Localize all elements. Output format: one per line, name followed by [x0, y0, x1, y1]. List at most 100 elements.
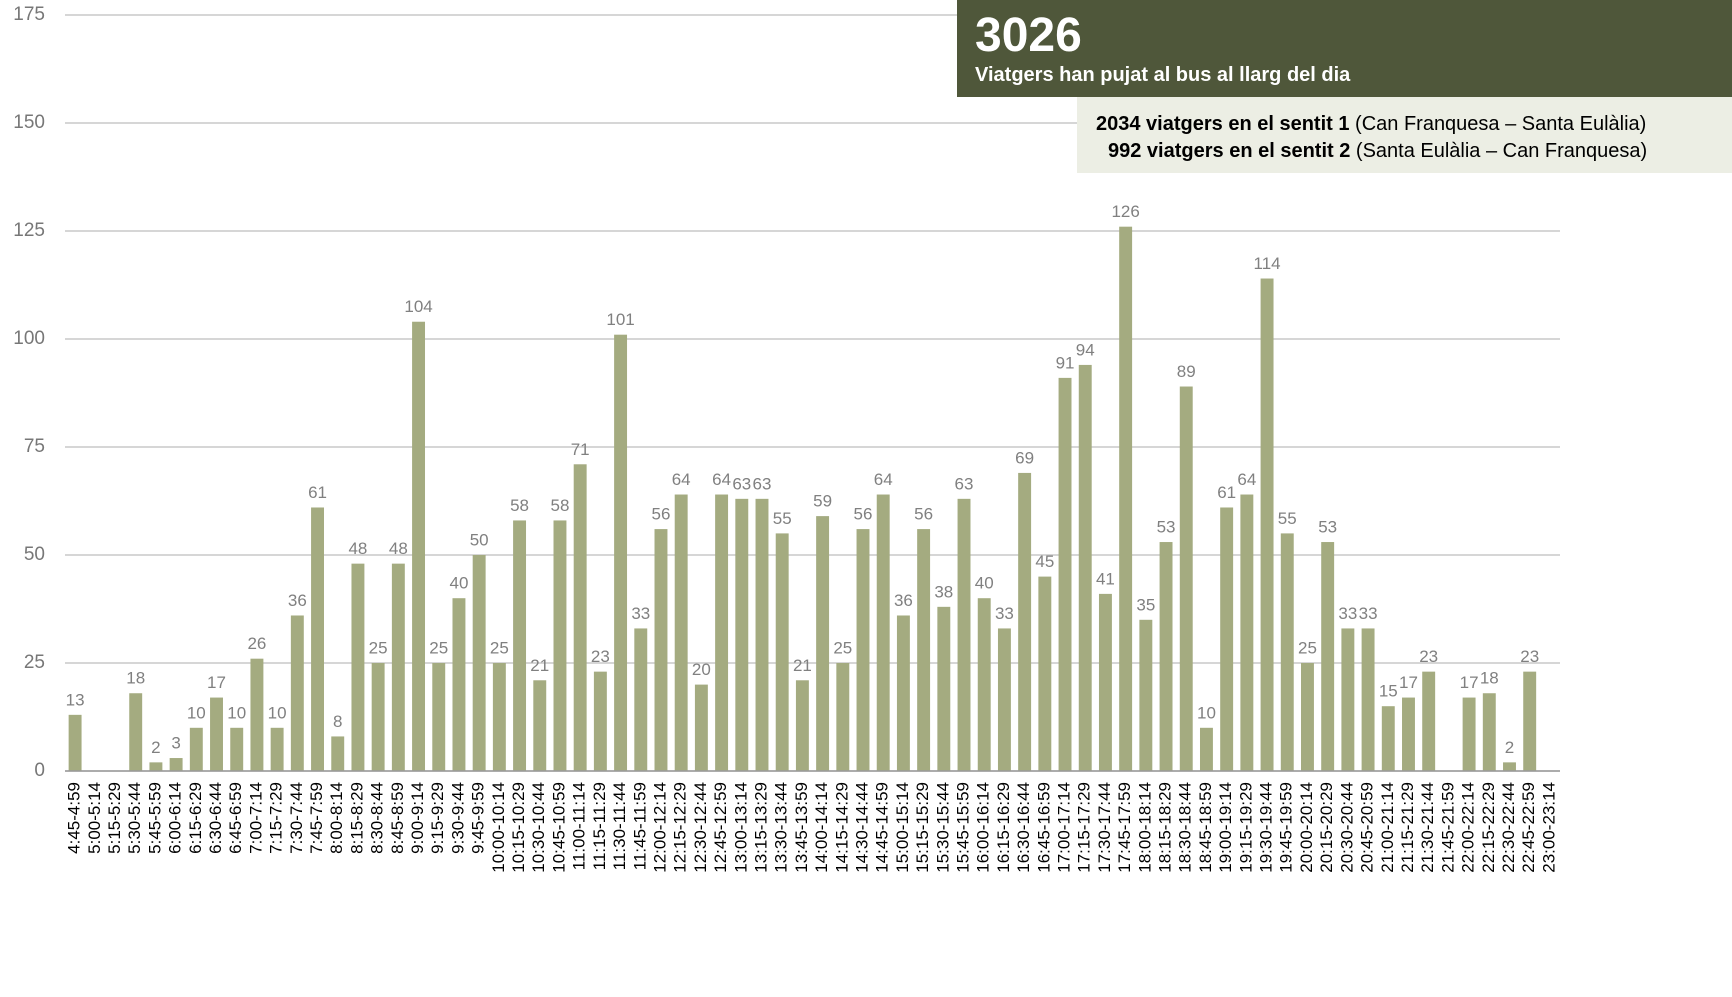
data-label: 23 — [1419, 647, 1438, 666]
x-tick-label: 6:45-6:59 — [226, 782, 245, 854]
x-tick-label: 19:30-19:44 — [1257, 782, 1276, 873]
x-tick-label: 21:00-21:14 — [1378, 782, 1397, 873]
bar — [1321, 542, 1335, 771]
bar — [634, 628, 648, 771]
data-label: 48 — [389, 539, 408, 558]
data-label: 25 — [1298, 638, 1317, 657]
bar — [391, 563, 405, 771]
bar — [1301, 663, 1314, 771]
direction-route: (Can Franquesa – Santa Eulàlia) — [1355, 113, 1647, 135]
bar — [412, 321, 426, 771]
x-tick-label: 9:30-9:44 — [448, 782, 467, 854]
bar — [896, 615, 910, 771]
x-tick-label: 19:45-19:59 — [1277, 782, 1296, 873]
data-label: 36 — [894, 591, 913, 610]
bar — [1361, 628, 1375, 771]
bar — [957, 498, 971, 771]
data-label: 17 — [1460, 673, 1479, 692]
data-label: 8 — [333, 712, 342, 731]
bar — [1240, 494, 1254, 771]
bar — [169, 758, 183, 771]
bar — [715, 494, 729, 771]
data-label: 23 — [1520, 647, 1539, 666]
data-label: 40 — [975, 574, 994, 593]
bar — [1139, 619, 1153, 771]
direction-count: 2034 viatgers en el sentit 1 — [1096, 113, 1350, 135]
x-tick-label: 17:15-17:29 — [1075, 782, 1094, 873]
x-tick-label: 8:30-8:44 — [368, 782, 387, 854]
data-label: 17 — [1399, 673, 1418, 692]
bar — [755, 498, 769, 771]
bar — [1159, 542, 1173, 771]
bar — [977, 598, 991, 771]
x-tick-label: 16:00-16:14 — [974, 782, 993, 873]
data-label: 10 — [187, 703, 206, 722]
direction-line: 992 viatgers en el sentit 2 (Santa Eulàl… — [1108, 140, 1647, 163]
bar — [593, 671, 607, 771]
bar — [856, 529, 870, 771]
data-label: 25 — [490, 638, 509, 657]
data-label: 61 — [308, 483, 327, 502]
bar — [1341, 628, 1355, 771]
data-label: 56 — [652, 505, 671, 524]
data-label: 18 — [126, 669, 145, 688]
data-label: 69 — [1015, 448, 1034, 467]
y-tick-label: 0 — [34, 760, 45, 781]
bar — [694, 684, 708, 771]
data-label: 63 — [753, 474, 772, 493]
data-label: 50 — [470, 530, 489, 549]
x-tick-label: 7:30-7:44 — [287, 782, 306, 854]
x-tick-label: 13:00-13:14 — [731, 782, 750, 873]
x-tick-label: 6:30-6:44 — [206, 782, 225, 854]
data-label: 114 — [1254, 254, 1281, 273]
x-tick-label: 17:30-17:44 — [1095, 782, 1114, 873]
x-tick-label: 15:00-15:14 — [893, 782, 912, 873]
data-label: 33 — [995, 604, 1014, 623]
bar — [311, 507, 324, 771]
x-tick-label: 5:45-5:59 — [145, 782, 164, 854]
direction-line: 2034 viatgers en el sentit 1 (Can Franqu… — [1096, 113, 1646, 136]
bar — [614, 334, 628, 771]
bar — [1220, 507, 1234, 771]
x-tick-label: 10:30-10:44 — [529, 782, 548, 873]
x-tick-label: 22:45-22:59 — [1519, 782, 1538, 873]
bar — [1078, 364, 1092, 771]
data-label: 104 — [404, 297, 432, 316]
data-label: 18 — [1480, 669, 1499, 688]
y-tick-label: 125 — [13, 220, 45, 241]
x-tick-label: 7:15-7:29 — [267, 782, 286, 854]
x-tick-label: 14:15-14:29 — [832, 782, 851, 873]
bar — [1179, 386, 1193, 771]
data-label: 59 — [813, 492, 832, 511]
x-tick-label: 19:00-19:14 — [1216, 782, 1235, 873]
data-label: 89 — [1177, 362, 1196, 381]
x-tick-label: 16:30-16:44 — [1014, 782, 1033, 873]
data-label: 21 — [793, 656, 812, 675]
data-label: 63 — [732, 474, 751, 493]
x-tick-label: 17:00-17:14 — [1055, 782, 1074, 873]
data-label: 2 — [151, 738, 160, 757]
bar — [836, 663, 850, 771]
x-tick-label: 13:30-13:44 — [772, 782, 791, 873]
data-label: 40 — [449, 574, 468, 593]
data-label: 33 — [1338, 604, 1357, 623]
bar — [735, 498, 749, 771]
x-tick-label: 14:30-14:44 — [852, 782, 871, 873]
data-label: 38 — [934, 582, 953, 601]
bar — [1482, 693, 1496, 771]
x-tick-label: 21:15-21:29 — [1398, 782, 1417, 873]
x-tick-label: 20:00-20:14 — [1297, 782, 1316, 873]
y-tick-label: 175 — [13, 4, 45, 25]
data-label: 36 — [288, 591, 307, 610]
data-label: 61 — [1217, 483, 1236, 502]
x-tick-label: 12:15-12:29 — [671, 782, 690, 873]
x-tick-label: 14:00-14:14 — [812, 782, 831, 873]
x-tick-label: 9:45-9:59 — [469, 782, 488, 854]
data-label: 58 — [510, 496, 529, 515]
x-tick-label: 6:00-6:14 — [166, 782, 185, 854]
x-tick-label: 15:30-15:44 — [933, 782, 952, 873]
data-label: 33 — [631, 604, 650, 623]
data-label: 55 — [773, 509, 792, 528]
x-tick-label: 4:45-4:59 — [65, 782, 84, 854]
